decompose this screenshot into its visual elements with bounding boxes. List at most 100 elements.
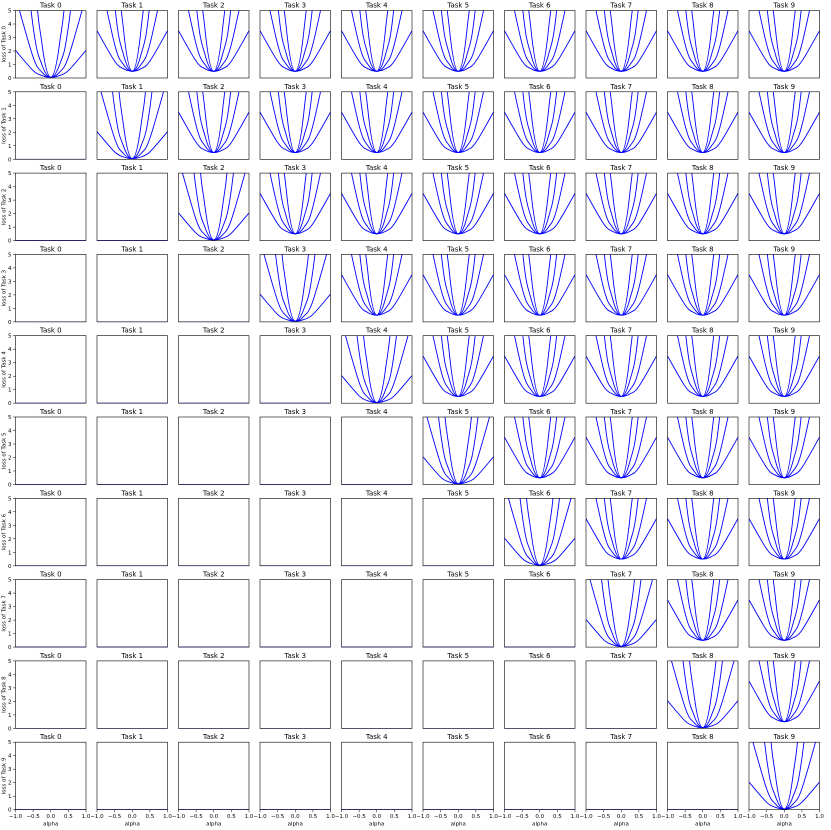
plot-area (97, 10, 168, 72)
panel-title: Task 8 (691, 327, 714, 335)
panel-title: Task 0 (39, 2, 62, 10)
loss-curve (514, 335, 566, 397)
panel-title: Task 3 (283, 2, 306, 10)
panel-title: Task 7 (609, 83, 632, 91)
axes-frame (259, 741, 331, 811)
loss-curve (603, 91, 639, 154)
loss-curve (609, 173, 633, 235)
x-tick-label: 0.5 (553, 814, 562, 820)
plot-area (749, 91, 820, 154)
y-tick-label: 3 (8, 686, 12, 692)
x-tick-label: 0.0 (617, 814, 626, 820)
panel-title: Task 9 (772, 245, 795, 253)
panel-title: Task 1 (120, 164, 143, 172)
loss-curve (528, 91, 552, 154)
panel-title: Task 4 (365, 245, 388, 253)
panel-title: Task 0 (39, 164, 62, 172)
axes-frame (341, 91, 413, 160)
loss-curve (269, 91, 321, 154)
loss-curve (260, 193, 331, 235)
x-tick-label: −1.0 (90, 814, 104, 820)
y-axis-label: loss of Task 8 (2, 676, 8, 713)
loss-curve (772, 10, 796, 72)
plot-area (749, 335, 820, 397)
loss-curve (749, 355, 820, 397)
x-tick-label: 1.0 (163, 814, 172, 820)
panel-title: Task 3 (283, 245, 306, 253)
loss-curve (772, 91, 796, 154)
loss-curve (677, 91, 729, 154)
loss-curve (691, 579, 715, 641)
loss-curve (595, 91, 647, 154)
y-tick-label: 4 (8, 429, 12, 435)
y-tick-label: 0 (8, 239, 12, 245)
loss-curve (432, 91, 484, 154)
axes-frame (585, 660, 657, 729)
loss-curve (423, 30, 494, 72)
axes-frame (341, 660, 413, 729)
y-tick-label: 3 (8, 279, 12, 285)
loss-curve (504, 193, 575, 235)
loss-curve (691, 173, 715, 235)
axes-frame (96, 172, 168, 241)
loss-curve (351, 173, 403, 235)
panel-title: Task 1 (120, 245, 143, 253)
x-axis-label: alpha (695, 822, 710, 828)
y-tick-label: 2 (8, 456, 12, 462)
loss-curve (446, 173, 470, 235)
axes-frame (178, 254, 250, 323)
axes-frame (178, 10, 250, 79)
y-tick-label: 4 (8, 266, 12, 272)
y-tick-label: 5 (8, 334, 12, 340)
loss-curve (365, 91, 389, 154)
panel-title: Task 9 (772, 327, 795, 335)
panel-title: Task 1 (120, 327, 143, 335)
y-tick-label: 1 (8, 63, 12, 69)
loss-curve (758, 660, 810, 723)
plot-area (667, 417, 738, 479)
panel-title: Task 4 (365, 2, 388, 10)
plot-area (178, 91, 249, 154)
axes-frame (748, 172, 820, 241)
y-tick-label: 5 (8, 659, 12, 665)
loss-curve (677, 173, 729, 235)
loss-curve (423, 193, 494, 235)
loss-curve (432, 335, 484, 397)
panel-title: Task 6 (528, 2, 551, 10)
plot-area (749, 173, 820, 235)
axes-frame (504, 172, 576, 241)
loss-curve (609, 91, 633, 154)
loss-curve (772, 173, 796, 235)
panel-title: Task 2 (202, 245, 225, 253)
plot-area (586, 498, 657, 560)
axes-frame (504, 497, 576, 567)
axes-frame (96, 254, 168, 323)
y-tick-label: 3 (8, 36, 12, 42)
loss-curve (595, 417, 647, 479)
panel-title: Task 6 (528, 408, 551, 416)
axes-frame (96, 497, 168, 567)
panel-title: Task 8 (691, 489, 714, 497)
y-tick-label: 5 (8, 578, 12, 584)
x-tick-label: 1.0 (408, 814, 417, 820)
x-tick-label: 0.0 (372, 814, 381, 820)
panel-title: Task 5 (446, 652, 469, 660)
panel-title: Task 6 (528, 489, 551, 497)
loss-curve (514, 91, 566, 154)
plot-area (586, 10, 657, 72)
plot-area (341, 254, 412, 316)
loss-curve (283, 91, 307, 154)
axes-frame (667, 10, 739, 79)
loss-curve (758, 91, 810, 154)
loss-curve (341, 30, 412, 72)
axes-frame (15, 579, 87, 648)
panel-title: Task 5 (446, 245, 469, 253)
panel-title: Task 9 (772, 83, 795, 91)
y-tick-label: 0 (8, 726, 12, 732)
plot-area (749, 660, 820, 723)
axes-frame (15, 172, 87, 241)
loss-curve (685, 173, 721, 235)
loss-curve (526, 498, 554, 566)
x-tick-label: 0.0 (780, 814, 789, 820)
plot-area (667, 173, 738, 235)
